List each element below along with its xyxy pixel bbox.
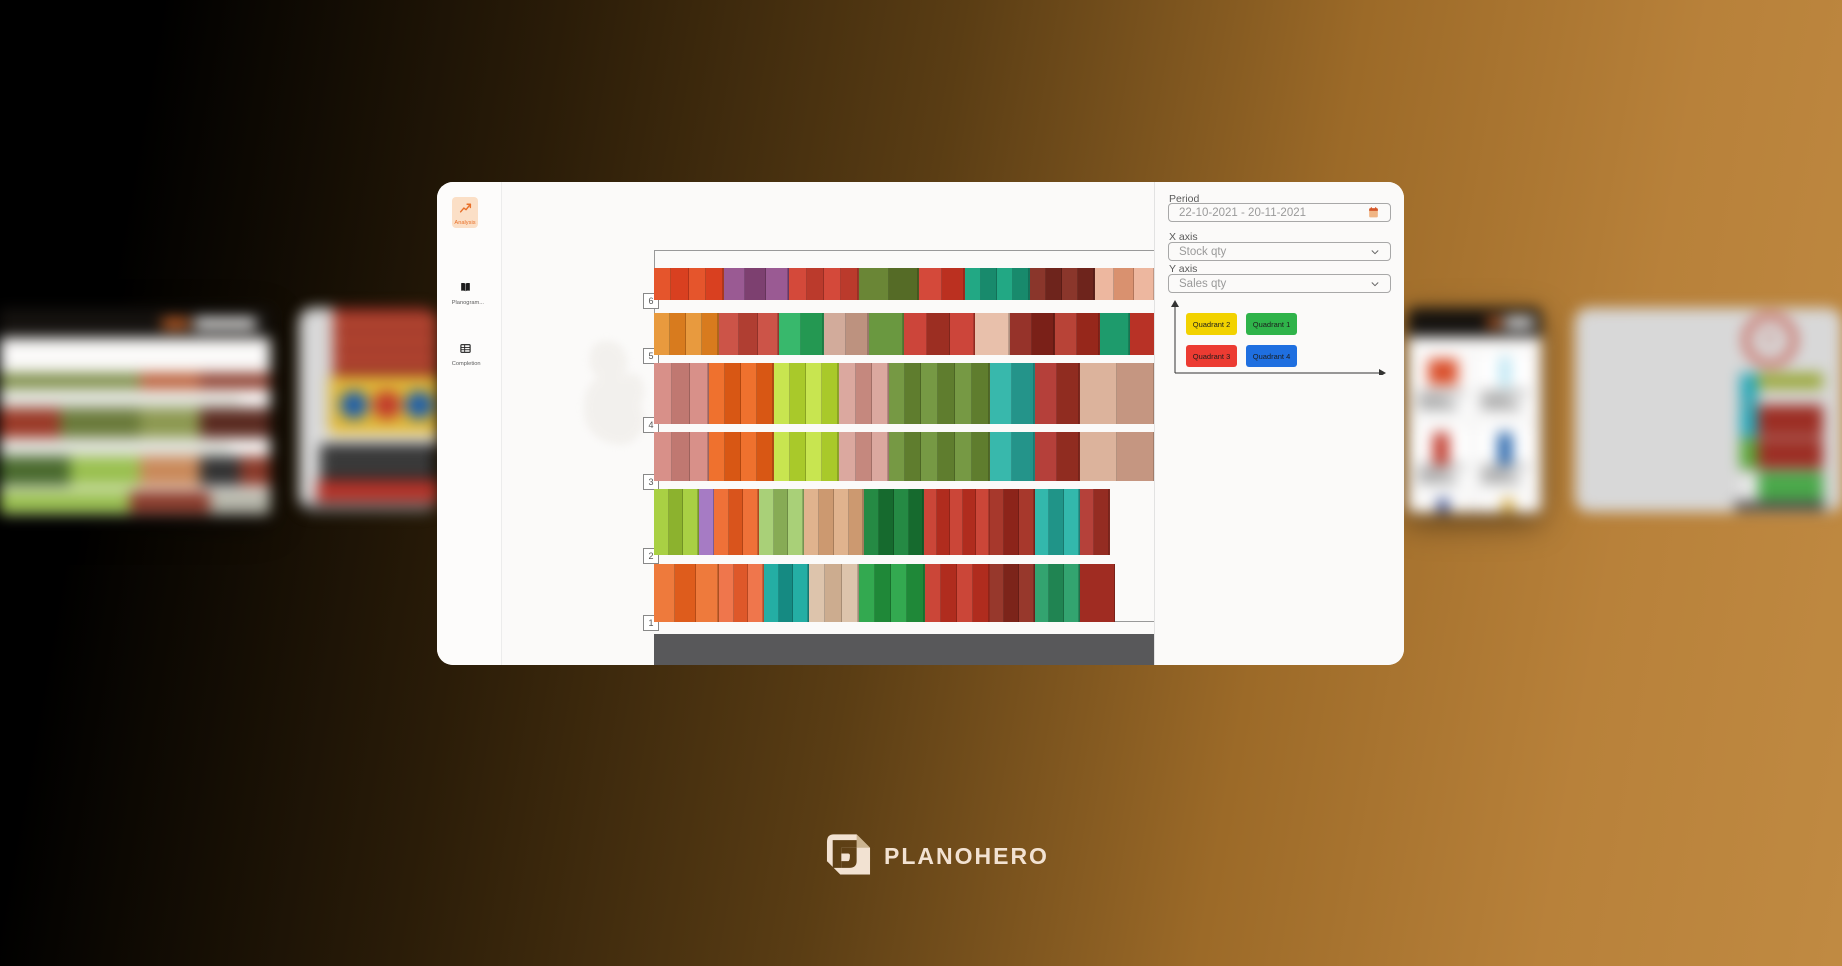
svg-text:OFF: OFF [1764,343,1776,349]
svg-text:50%: 50% [1761,330,1779,340]
